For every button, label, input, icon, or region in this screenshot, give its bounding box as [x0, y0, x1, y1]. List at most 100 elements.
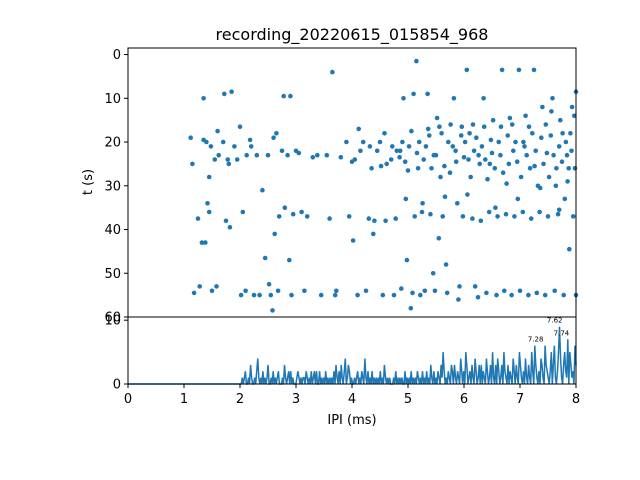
histogram-y-ticks: 0 10 — [104, 314, 128, 393]
scatter-point — [485, 176, 490, 182]
hist-y-tick-label: 10 — [104, 314, 121, 329]
scatter-point — [356, 126, 362, 132]
scatter-point — [502, 288, 507, 294]
scatter-point — [481, 124, 487, 129]
scatter-point — [475, 295, 481, 300]
x-axis-label: IPI (ms) — [327, 413, 376, 428]
scatter-point — [352, 157, 358, 162]
scatter-point — [442, 163, 447, 169]
scatter-point — [399, 286, 404, 291]
scatter-point — [374, 148, 380, 154]
scatter-point — [279, 148, 285, 154]
y-tick-label: 20 — [104, 136, 121, 151]
scatter-point — [528, 216, 534, 221]
scatter-point — [232, 144, 237, 149]
scatter-point — [369, 166, 374, 171]
scatter-point — [537, 209, 542, 215]
scatter-point — [556, 207, 562, 213]
scatter-point — [456, 297, 461, 302]
scatter-point — [443, 262, 449, 267]
scatter-point — [431, 152, 437, 158]
x-tick-label: 3 — [292, 392, 300, 407]
scatter-point — [229, 89, 234, 94]
scatter-point — [414, 58, 419, 64]
scatter-point — [560, 131, 565, 136]
scatter-y-ticks: 0 10 20 30 40 50 60 — [104, 48, 128, 326]
scatter-point — [266, 281, 272, 287]
scatter-point — [222, 91, 227, 97]
scatter-point — [411, 91, 416, 97]
x-tick-label: 1 — [180, 392, 188, 407]
scatter-point — [567, 246, 572, 252]
scatter-point — [248, 144, 254, 149]
scatter-point — [451, 96, 457, 101]
peak-label: 7.28 — [528, 336, 544, 344]
scatter-point — [530, 131, 535, 136]
scatter-point — [504, 181, 509, 186]
scatter-point — [490, 117, 496, 123]
scatter-point — [409, 128, 414, 134]
scatter-point — [436, 236, 442, 241]
scatter-point — [545, 214, 551, 219]
scatter-point — [489, 150, 495, 156]
scatter-point — [412, 214, 418, 219]
scatter-point — [363, 288, 369, 294]
scatter-panel: 0 10 20 30 40 50 60 t (s) — [81, 47, 579, 326]
scatter-point — [464, 67, 470, 73]
scatter-point — [190, 161, 195, 167]
scatter-point — [526, 124, 532, 129]
scatter-point — [427, 133, 432, 138]
scatter-point — [503, 211, 509, 217]
scatter-point — [205, 201, 210, 206]
scatter-point — [533, 148, 538, 154]
scatter-point — [244, 152, 249, 158]
scatter-point — [474, 135, 479, 140]
scatter-point — [188, 135, 193, 140]
scatter-point — [400, 139, 405, 145]
scatter-point — [467, 131, 472, 136]
scatter-point — [260, 187, 265, 193]
scatter-point — [440, 214, 446, 219]
scatter-point — [492, 166, 498, 171]
scatter-point — [425, 126, 431, 132]
scatter-point — [420, 201, 425, 206]
scatter-point — [403, 196, 409, 202]
scatter-point — [406, 144, 412, 149]
scatter-point — [531, 67, 537, 73]
scatter-point — [572, 113, 577, 119]
scatter-point — [548, 133, 554, 138]
scatter-point — [419, 209, 425, 215]
scatter-point — [566, 166, 571, 171]
scatter-point — [371, 231, 376, 237]
scatter-point — [276, 214, 282, 219]
scatter-point — [391, 292, 397, 298]
scatter-points — [188, 58, 579, 313]
scatter-point — [460, 214, 466, 219]
scatter-point — [344, 139, 349, 145]
scatter-point — [201, 96, 206, 101]
scatter-point — [516, 67, 522, 73]
scatter-point — [561, 292, 566, 298]
scatter-point — [569, 148, 574, 154]
scatter-point — [457, 284, 462, 289]
scatter-point — [281, 93, 287, 99]
scatter-point — [299, 209, 304, 215]
scatter-point — [410, 290, 415, 296]
scatter-point — [401, 96, 406, 101]
y-tick-label: 10 — [104, 92, 121, 107]
scatter-point — [447, 170, 453, 175]
scatter-point — [500, 170, 506, 175]
scatter-point — [434, 115, 440, 121]
x-tick-label: 0 — [124, 392, 132, 407]
scatter-point — [338, 155, 344, 160]
x-tick-label: 5 — [404, 392, 412, 407]
scatter-point — [448, 122, 453, 127]
scatter-point — [540, 104, 545, 110]
scatter-point — [552, 288, 557, 294]
scatter-point — [238, 292, 244, 298]
scatter-point — [346, 214, 352, 219]
scatter-point — [518, 174, 524, 180]
chart-title: recording_20220615_015854_968 — [216, 25, 489, 45]
peak-label: 7.62 — [547, 317, 563, 325]
scatter-point — [330, 69, 335, 75]
